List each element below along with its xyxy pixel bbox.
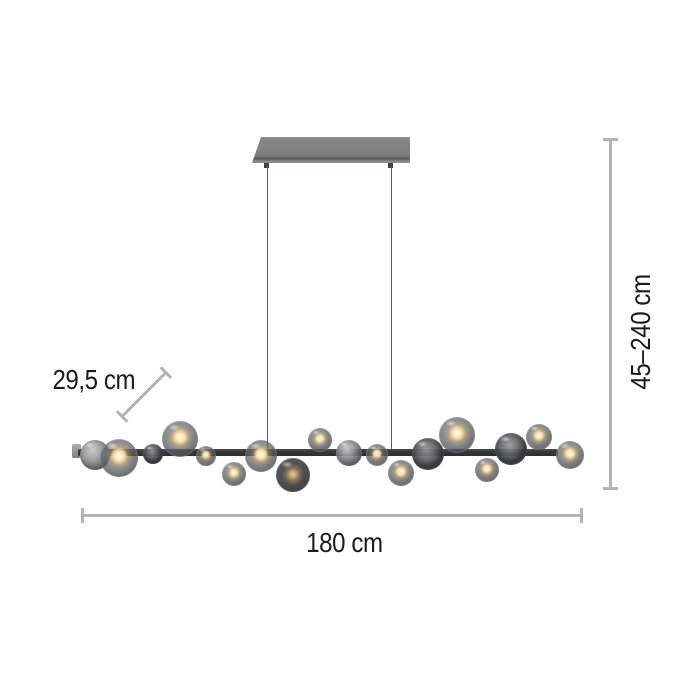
glass-sphere-7 bbox=[222, 462, 246, 486]
glass-sphere-11 bbox=[366, 444, 388, 466]
glass-sphere-16 bbox=[475, 458, 499, 482]
suspension-wire-left bbox=[267, 166, 268, 451]
glass-sphere-12 bbox=[388, 460, 414, 486]
glass-sphere-5 bbox=[162, 421, 198, 457]
width-dimension-value: 180 cm bbox=[305, 527, 383, 558]
width-dimension-line bbox=[81, 508, 583, 523]
glass-sphere-18 bbox=[556, 441, 584, 469]
glass-sphere-2 bbox=[143, 444, 163, 464]
ceiling-canopy bbox=[252, 137, 410, 163]
wire-mount-left bbox=[264, 163, 269, 168]
light-bar bbox=[78, 449, 558, 456]
glass-sphere-9 bbox=[308, 428, 332, 452]
glass-sphere-8 bbox=[245, 440, 277, 472]
glass-sphere-13 bbox=[412, 438, 444, 470]
suspension-wire-right bbox=[391, 166, 392, 451]
depth-dimension-label: 29,5 cm bbox=[30, 364, 135, 396]
glass-sphere-15 bbox=[439, 417, 475, 453]
width-dimension-label: 180 cm bbox=[244, 528, 444, 558]
glass-sphere-6 bbox=[276, 458, 310, 492]
glass-sphere-3 bbox=[100, 439, 138, 477]
glass-sphere-17 bbox=[526, 424, 552, 450]
bar-end-cap bbox=[72, 444, 81, 458]
glass-sphere-10 bbox=[336, 440, 362, 466]
height-dimension-line bbox=[603, 138, 618, 490]
height-dimension-label: 45–240 cm bbox=[625, 257, 656, 407]
height-dimension-value: 45–240 cm bbox=[625, 274, 656, 390]
glass-sphere-14 bbox=[495, 433, 527, 465]
glass-sphere-4 bbox=[196, 446, 216, 466]
wire-mount-right bbox=[388, 163, 393, 168]
depth-dimension-value: 29,5 cm bbox=[52, 364, 135, 395]
